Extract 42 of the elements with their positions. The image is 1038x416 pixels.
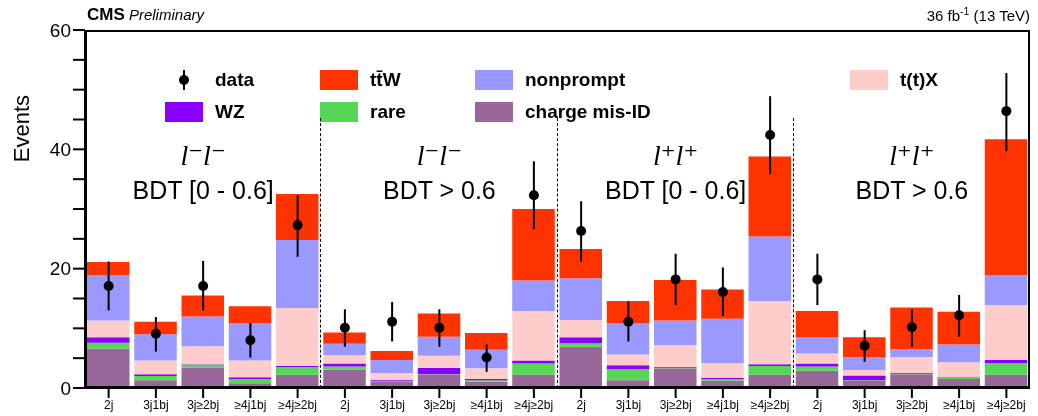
x-tick-label: ≥4j1bj bbox=[706, 397, 739, 412]
x-tick-label: ≥4j1bj bbox=[470, 397, 503, 412]
annotation: BDT > 0.6 bbox=[382, 176, 496, 204]
text: 36 fb$^{-1}$ (13 TeV) bbox=[926, 5, 1030, 24]
y-tick-label: 60 bbox=[49, 19, 71, 41]
text: CMS Preliminary bbox=[87, 5, 204, 24]
x-tick-label: 3j1bj bbox=[615, 397, 642, 412]
x-tick-label: 3j≥2bj bbox=[659, 397, 692, 412]
x-tick-label: 2j bbox=[340, 397, 350, 412]
annotation: BDT > 0.6 bbox=[855, 176, 969, 204]
x-tick-label: ≥4j≥2bj bbox=[987, 397, 1026, 412]
x-tick-label: ≥4j≥2bj bbox=[514, 397, 554, 412]
y-tick-label: 20 bbox=[49, 258, 71, 280]
annotation: l⁻l⁻ bbox=[415, 140, 463, 172]
legend-label: rare bbox=[370, 101, 406, 123]
x-tick-label: 3j1bj bbox=[851, 397, 878, 412]
x-tick-label: ≥4j≥2bj bbox=[278, 397, 317, 412]
y-axis-title: Events bbox=[8, 95, 34, 163]
annotation: BDT [0 - 0.6] bbox=[604, 176, 747, 204]
x-tick-label: ≥4j≥2bj bbox=[750, 397, 790, 412]
x-tick-label: 3j≥2bj bbox=[423, 397, 456, 412]
x-tick-label: 3j1bj bbox=[379, 397, 405, 412]
x-tick-label: 2j bbox=[812, 397, 823, 412]
x-tick-label: 3j1bj bbox=[143, 397, 169, 412]
legend-label: data bbox=[215, 69, 255, 91]
annotation: l⁺l⁺ bbox=[888, 140, 936, 172]
legend-label: charge mis-ID bbox=[525, 101, 651, 123]
x-tick-label: 2j bbox=[103, 397, 114, 412]
x-tick-label: 2j bbox=[576, 397, 586, 412]
y-tick-label: 0 bbox=[60, 377, 71, 399]
legend-label: nonprompt bbox=[525, 69, 626, 91]
x-tick-label: 3j≥2bj bbox=[187, 397, 220, 412]
x-tick-label: ≥4j1bj bbox=[943, 397, 976, 412]
legend-label: tt̄W bbox=[370, 69, 401, 91]
annotation: l⁺l⁺ bbox=[652, 140, 700, 172]
legend-label: t(t)X bbox=[900, 69, 938, 91]
legend-label: WZ bbox=[215, 101, 245, 123]
annotation: BDT [0 - 0.6] bbox=[132, 176, 274, 204]
x-tick-label: 3j≥2bj bbox=[895, 397, 928, 412]
x-tick-label: ≥4j1bj bbox=[234, 397, 267, 412]
annotation: l⁻l⁻ bbox=[179, 140, 227, 172]
y-tick-label: 40 bbox=[49, 139, 71, 161]
